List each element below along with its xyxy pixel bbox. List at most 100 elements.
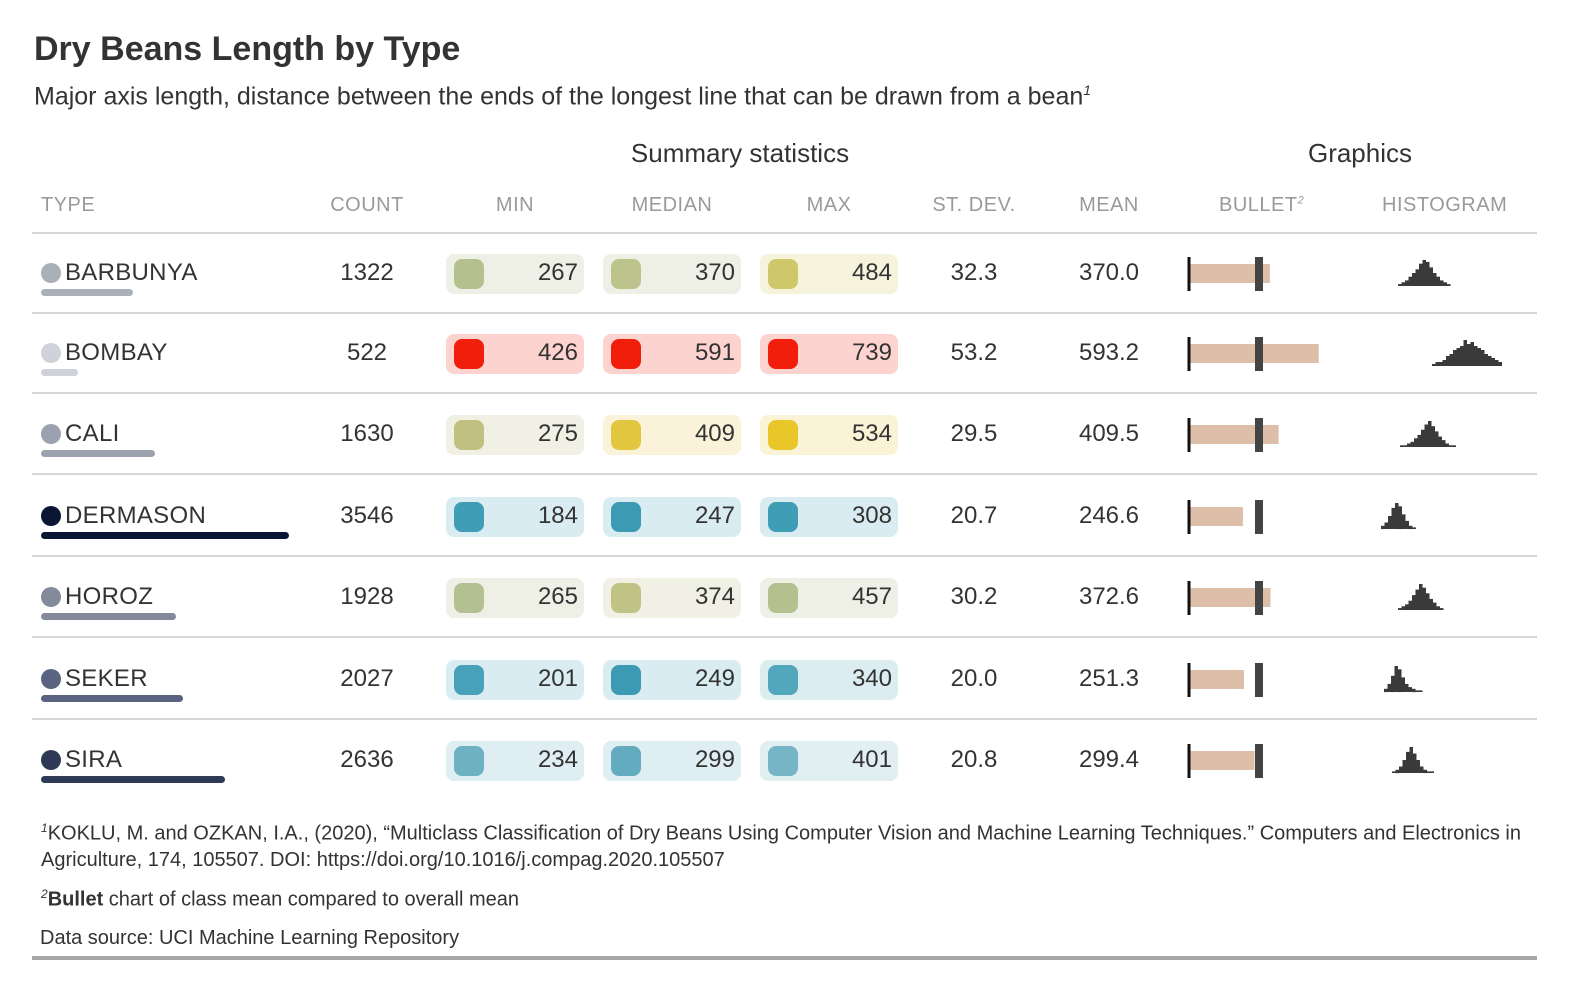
- min-cell: 234: [446, 741, 584, 781]
- histogram-bin: [1453, 350, 1457, 366]
- header-mean: MEAN: [1079, 194, 1139, 216]
- max-value: 308: [851, 502, 892, 529]
- stdev-cell: 30.2: [950, 583, 998, 610]
- histogram-bin: [1446, 356, 1450, 366]
- type-count-bar: [41, 289, 133, 296]
- min-color-swatch: [454, 746, 484, 776]
- histogram-chart: [1398, 260, 1451, 286]
- median-value: 370: [694, 259, 735, 286]
- median-value: 374: [694, 583, 735, 610]
- histogram-bin: [1449, 445, 1453, 447]
- histogram-bin: [1435, 431, 1439, 447]
- histogram-bin: [1460, 346, 1464, 366]
- histogram-bin: [1477, 348, 1481, 366]
- histogram-bin: [1419, 690, 1423, 692]
- header-max: MAX: [806, 194, 852, 216]
- type-count-bar: [41, 369, 78, 376]
- table-row: BOMBAY 522 426 591 739 53.2 593.2: [0, 314, 1596, 394]
- type-dot: [41, 343, 61, 363]
- count-cell: 2027: [340, 665, 394, 692]
- histogram-bin: [1416, 760, 1420, 773]
- histogram-bin: [1415, 269, 1419, 286]
- histogram-bin: [1463, 340, 1467, 366]
- row-rule: [32, 392, 1537, 394]
- histogram-bin: [1391, 675, 1395, 693]
- bullet-zero-line: [1187, 500, 1191, 534]
- histogram-chart: [1381, 503, 1416, 530]
- histogram-bin: [1429, 598, 1433, 610]
- histogram-bin: [1409, 525, 1413, 530]
- min-color-swatch: [454, 583, 484, 613]
- header-rule: [32, 232, 1537, 234]
- bullet-bar: [1189, 264, 1270, 283]
- type-dot: [41, 263, 61, 283]
- max-value: 484: [851, 259, 892, 286]
- max-cell: 534: [760, 415, 898, 455]
- histogram-bin: [1426, 261, 1430, 286]
- histogram-bin: [1491, 358, 1495, 366]
- histogram-chart: [1398, 584, 1444, 610]
- max-color-swatch: [768, 420, 798, 450]
- bullet-target-marker: [1255, 418, 1263, 452]
- histogram-bin: [1426, 593, 1430, 610]
- histogram-bin: [1399, 766, 1403, 773]
- row-rule: [32, 473, 1537, 475]
- footnote-2-text: chart of class mean compared to overall …: [103, 888, 520, 911]
- stdev-cell: 20.0: [950, 665, 998, 692]
- histogram-bin: [1439, 362, 1443, 366]
- histogram-bin: [1406, 751, 1410, 773]
- median-cell: 591: [603, 334, 741, 374]
- bullet-target-marker: [1255, 257, 1263, 291]
- histogram-bin: [1432, 364, 1436, 366]
- min-value: 275: [537, 420, 578, 447]
- chart-subtitle: Major axis length, distance between the …: [34, 82, 1091, 111]
- median-color-swatch: [611, 339, 641, 369]
- histogram-bin: [1419, 584, 1423, 610]
- median-cell: 247: [603, 497, 741, 537]
- count-cell: 1928: [340, 583, 394, 610]
- type-count-bar: [41, 776, 225, 783]
- type-name: BOMBAY: [65, 339, 168, 366]
- header-bullet-label: BULLET: [1219, 194, 1298, 216]
- histogram-bin: [1381, 525, 1385, 530]
- min-cell: 267: [446, 254, 584, 294]
- bullet-target-marker: [1255, 337, 1263, 371]
- type-name: BARBUNYA: [65, 259, 198, 286]
- min-cell: 426: [446, 334, 584, 374]
- table-row: CALI 1630 275 409 534 29.5 409.5: [0, 395, 1596, 475]
- type-dot: [41, 424, 61, 444]
- max-color-swatch: [768, 259, 798, 289]
- bullet-chart: [1187, 581, 1271, 615]
- histogram-bin: [1395, 769, 1399, 774]
- histogram-bin: [1442, 360, 1446, 366]
- bullet-zero-line: [1187, 418, 1191, 452]
- histogram-bin: [1387, 683, 1391, 692]
- spanner-summary: Summary statistics: [630, 138, 850, 168]
- histogram-bin: [1440, 280, 1444, 286]
- source-note: Data source: UCI Machine Learning Reposi…: [40, 927, 460, 949]
- bullet-chart: [1187, 257, 1270, 291]
- type-name: DERMASON: [65, 502, 207, 529]
- bullet-bar: [1189, 507, 1243, 526]
- histogram-bin: [1495, 360, 1499, 366]
- histogram-bin: [1488, 356, 1492, 366]
- histogram-bin: [1400, 445, 1404, 447]
- max-value: 739: [851, 339, 892, 366]
- max-color-swatch: [768, 339, 798, 369]
- histogram-bin: [1384, 688, 1388, 693]
- histogram-bin: [1436, 606, 1440, 610]
- histogram-bin: [1447, 284, 1451, 286]
- min-color-swatch: [454, 339, 484, 369]
- histogram-bin: [1401, 606, 1405, 610]
- median-value: 249: [694, 665, 735, 692]
- histogram-bin: [1402, 760, 1406, 773]
- mean-cell: 246.6: [1078, 502, 1140, 529]
- bullet-target-marker: [1255, 500, 1263, 534]
- table-row: SIRA 2636 234 299 401 20.8 299.4: [0, 721, 1596, 801]
- histogram-chart: [1384, 666, 1423, 693]
- type-count-bar: [41, 613, 176, 620]
- histogram-bin: [1424, 424, 1428, 447]
- max-color-swatch: [768, 502, 798, 532]
- type-name: CALI: [65, 420, 120, 447]
- median-cell: 409: [603, 415, 741, 455]
